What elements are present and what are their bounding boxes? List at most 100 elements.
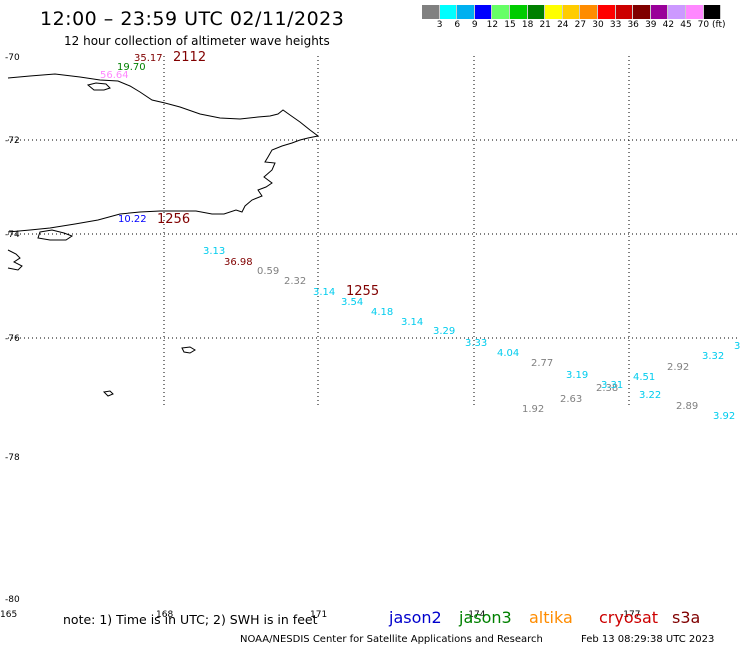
wave-height-value: 19.70 (117, 62, 146, 73)
wave-height-value: 1.92 (522, 404, 544, 415)
color-scale-label: 21 (539, 20, 551, 30)
wave-height-value: 2.89 (676, 401, 698, 412)
color-scale-label: 3 (436, 20, 443, 30)
wave-height-value: 3.14 (401, 317, 423, 328)
credit-line: NOAA/NESDIS Center for Satellite Applica… (240, 634, 543, 645)
legend-satellite-altika: altika (529, 608, 573, 627)
color-scale-swatches (422, 5, 740, 19)
color-scale-label: 30 (592, 20, 604, 30)
color-swatch (703, 5, 722, 19)
color-swatch (509, 5, 528, 19)
longitude-label: -177 (620, 610, 640, 620)
color-scale-label: 24 (557, 20, 569, 30)
wave-height-value: 2.63 (560, 394, 582, 405)
map-title: 12:00 – 23:59 UTC 02/11/2023 (40, 8, 345, 30)
latitude-label: -72 (5, 136, 20, 146)
color-scale-label: 70 (ft) (697, 20, 726, 30)
wave-height-value: 4.18 (371, 307, 393, 318)
color-scale-label: 12 (486, 20, 499, 30)
color-swatch (439, 5, 458, 19)
legend-satellite-jason3: jason3 (459, 608, 512, 627)
footer-note: note: 1) Time is in UTC; 2) SWH is in fe… (63, 612, 318, 627)
color-swatch (580, 5, 598, 19)
color-scale-labels: 3 6 9 12 15 18 21 24 27 30 33 36 39 42 45 70 (ft) (422, 19, 740, 31)
color-scale-label: 15 (504, 20, 516, 30)
longitude-label: 165 (0, 610, 17, 620)
coastline-west (7, 249, 23, 271)
color-scale-label: 42 (662, 20, 675, 30)
color-swatch (545, 5, 563, 19)
color-swatch (422, 5, 440, 19)
graticule (8, 56, 740, 406)
legend-satellite-cryosat: cryosat (599, 608, 659, 627)
latitude-labels: -70 -72 -74 -76 -78 -80 (5, 53, 20, 605)
color-swatch (668, 5, 686, 19)
wave-height-value: 3.19 (566, 370, 588, 381)
legend-satellite-s3a: s3a (672, 608, 701, 627)
time-stamps: 2112 1256 1255 (157, 50, 379, 299)
legend-satellite-jason2: jason2 (389, 608, 442, 627)
color-scale-label: 33 (609, 20, 622, 30)
latitude-label: -76 (5, 334, 20, 344)
observation-time: 1256 (157, 212, 190, 227)
wave-height-value: 56.64 (100, 70, 129, 81)
color-scale-label: 18 (521, 20, 534, 30)
color-swatch (615, 5, 634, 19)
color-scale-label: 9 (471, 20, 478, 30)
wave-height-value: 3.14 (313, 287, 335, 298)
wave-height-value: 0.59 (257, 266, 279, 277)
color-swatch (474, 5, 493, 19)
wave-height-value: 4.04 (497, 348, 519, 359)
wave-height-value: 3.32 (702, 351, 724, 362)
coastline (7, 73, 320, 397)
longitude-label: 168 (156, 610, 173, 620)
wave-height-value: 10.22 (118, 214, 147, 225)
latitude-label: -80 (5, 595, 20, 605)
longitude-label: 171 (310, 610, 327, 620)
coastline-small-island-1 (86, 82, 111, 91)
coastline-island-3 (102, 390, 114, 397)
observation-time: 1255 (346, 284, 379, 299)
color-swatch (633, 5, 651, 19)
color-swatch (492, 5, 510, 19)
wave-height-value: 3.29 (433, 326, 455, 337)
coastline-north (7, 73, 320, 233)
wave-height-value: 3.92 (713, 411, 735, 422)
generation-timestamp: Feb 13 08:29:38 UTC 2023 (581, 634, 715, 645)
observation-time: 2112 (173, 50, 206, 65)
color-scale-legend: 3 6 9 12 15 18 21 24 27 30 33 36 39 42 45 70 (ft) (422, 5, 740, 31)
wave-height-value: 2.38 (596, 383, 618, 394)
wave-height-value: 2.92 (667, 362, 689, 373)
color-scale-label: 36 (627, 20, 639, 30)
coastline-island-2 (181, 346, 196, 354)
wave-height-value: 36.98 (224, 257, 253, 268)
color-scale-label: 27 (574, 20, 587, 30)
longitude-labels: 165 168 171 -174 -177 (0, 610, 640, 620)
map-subtitle: 12 hour collection of altimeter wave hei… (64, 34, 330, 48)
color-swatch (597, 5, 616, 19)
color-swatch (685, 5, 704, 19)
wave-height-value: 3.54 (341, 297, 363, 308)
wave-height-value: 3.31 (601, 380, 623, 391)
latitude-label: -74 (5, 230, 20, 240)
wave-height-value: 3.13 (203, 246, 225, 257)
wave-height-value: 35.17 (134, 53, 163, 64)
color-swatch (650, 5, 669, 19)
wave-height-value: 3 (734, 341, 740, 352)
wave-height-value: 2.77 (531, 358, 553, 369)
color-swatch (527, 5, 546, 19)
color-scale-label: 45 (680, 20, 692, 30)
color-scale-label: 39 (645, 20, 657, 30)
latitude-label: -78 (5, 453, 20, 463)
color-scale-label: 6 (454, 20, 461, 30)
coastline-inlet (37, 229, 74, 241)
color-swatch (457, 5, 475, 19)
longitude-label: -174 (465, 610, 486, 620)
wave-height-value: 4.51 (633, 372, 655, 383)
wave-height-value: 3.22 (639, 390, 661, 401)
color-swatch (562, 5, 581, 19)
wave-height-value: 3.33 (465, 338, 487, 349)
